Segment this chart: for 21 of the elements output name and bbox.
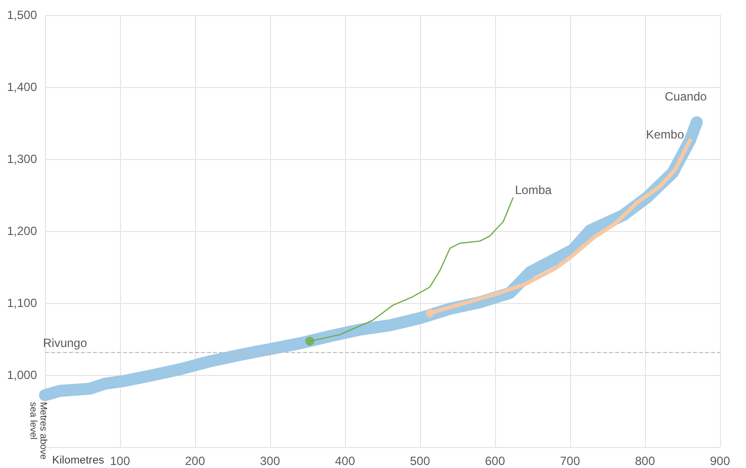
x-tick-label: 200: [184, 454, 206, 468]
x-tick-label: 700: [560, 454, 580, 468]
y-tick-label: 1,500: [6, 8, 38, 22]
series-label: Cuando: [664, 89, 708, 104]
y-tick-label: 1,000: [6, 368, 38, 382]
series-label: Lomba: [515, 182, 552, 197]
y-tick-label: 1,100: [6, 296, 38, 310]
y-axis-title: Metres above sea level: [28, 402, 48, 460]
x-tick-label: 500: [410, 454, 430, 468]
x-tick-label: 600: [484, 454, 506, 468]
y-tick-label: 1,400: [6, 80, 38, 94]
x-tick-label: 400: [334, 454, 356, 468]
x-tick-label: 900: [710, 454, 730, 468]
series-label: Kembo: [646, 127, 684, 142]
x-axis-title: Kilometres: [52, 454, 105, 466]
y-tick-label: 1,300: [6, 152, 38, 166]
x-tick-label: 300: [260, 454, 280, 468]
x-tick-label: 800: [634, 454, 656, 468]
y-tick-label: 1,200: [6, 224, 38, 238]
x-tick-label: 100: [110, 454, 130, 468]
ref-line-label: Rivungo: [43, 336, 88, 350]
